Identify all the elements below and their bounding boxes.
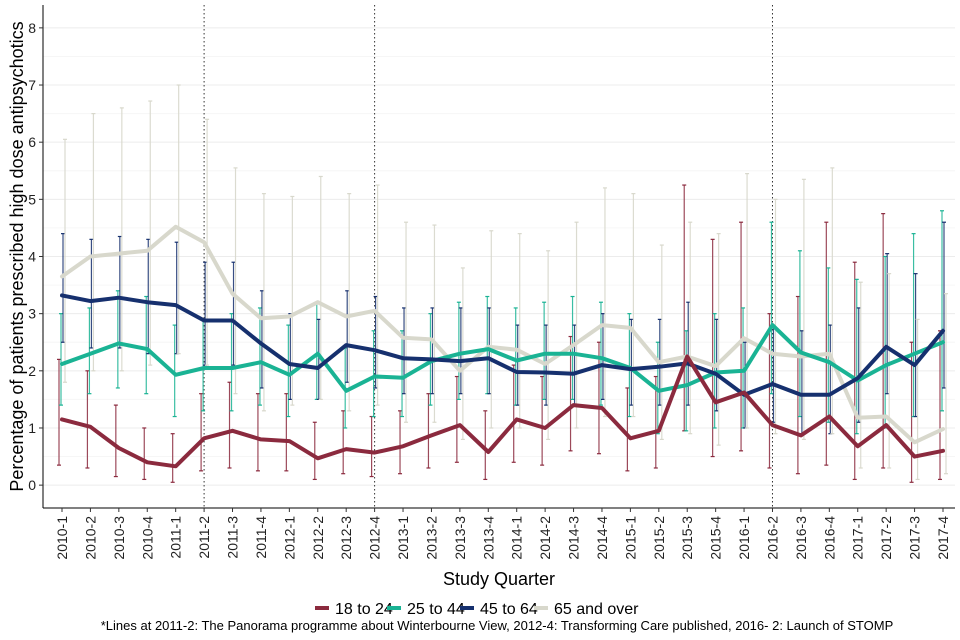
- x-tick-label: 2016-2: [764, 516, 780, 560]
- grid-lines: [43, 27, 955, 486]
- x-tick-label: 2012-1: [281, 516, 297, 560]
- x-tick-label: 2016-1: [736, 516, 752, 560]
- y-tick-label: 7: [28, 77, 36, 93]
- y-tick-label: 6: [28, 134, 36, 150]
- y-tick-label: 8: [28, 20, 36, 36]
- x-tick-label: 2016-3: [793, 516, 809, 560]
- x-tick-label: 2010-4: [139, 516, 155, 560]
- x-tick-label: 2012-2: [310, 516, 326, 560]
- series-line-18-to-24: [60, 354, 945, 469]
- x-tick-label: 2011-3: [225, 516, 241, 559]
- x-tick-label: 2010-3: [111, 516, 127, 560]
- x-tick-label: 2013-2: [423, 516, 439, 560]
- legend-label-45-to-64: 45 to 64: [480, 601, 538, 618]
- x-tick-label: 2014-4: [594, 516, 610, 560]
- x-tick-label: 2014-3: [566, 516, 582, 560]
- y-tick-label: 0: [28, 477, 36, 493]
- series-line-45-to-64: [60, 293, 945, 397]
- x-tick-label: 2012-3: [338, 516, 354, 560]
- y-tick-label: 4: [28, 249, 36, 265]
- x-tick-label: 2017-1: [850, 516, 866, 560]
- y-tick-label: 1: [28, 420, 36, 436]
- x-tick-label: 2014-2: [537, 516, 553, 560]
- x-tick-label: 2015-4: [708, 516, 724, 560]
- x-tick-label: 2013-1: [395, 516, 411, 560]
- x-ticks: 2010-1 2010-2 2010-3 2010-4 2011-1 2011-2 2011…: [54, 508, 951, 560]
- series-lines: [60, 224, 945, 469]
- y-ticks: 0 1 2 3 4 5 6 7 8: [28, 20, 43, 493]
- chart-caption: *Lines at 2011-2: The Panorama programme…: [101, 618, 894, 633]
- y-tick-label: 5: [28, 191, 36, 207]
- x-tick-label: 2013-3: [452, 516, 468, 560]
- x-tick-label: 2013-4: [480, 516, 496, 560]
- y-axis-title: Percentage of patients prescribed high d…: [7, 21, 27, 491]
- legend: 18 to 24 25 to 44 45 to 64 65 and over: [315, 601, 639, 618]
- x-tick-label: 2015-2: [651, 516, 667, 560]
- x-tick-label: 2015-3: [679, 516, 695, 560]
- legend-label-25-to-44: 25 to 44: [407, 601, 465, 618]
- x-tick-label: 2011-4: [253, 516, 269, 559]
- series-line-65-and-over: [60, 224, 945, 445]
- x-tick-label: 2017-4: [935, 516, 951, 560]
- x-tick-label: 2011-2: [196, 516, 212, 559]
- x-tick-label: 2012-4: [367, 516, 383, 560]
- y-tick-label: 2: [28, 363, 36, 379]
- x-tick-label: 2015-1: [622, 516, 638, 560]
- x-tick-label: 2016-4: [821, 516, 837, 560]
- x-axis-title: Study Quarter: [443, 569, 555, 589]
- legend-label-18-to-24: 18 to 24: [335, 601, 393, 618]
- series-line-25-to-44: [60, 323, 945, 393]
- x-tick-label: 2014-1: [509, 516, 525, 560]
- legend-label-65-and-over: 65 and over: [554, 601, 639, 618]
- x-tick-label: 2017-3: [907, 516, 923, 560]
- y-tick-label: 3: [28, 306, 36, 322]
- x-tick-label: 2010-1: [54, 516, 70, 560]
- x-tick-label: 2010-2: [82, 516, 98, 560]
- x-tick-label: 2017-2: [878, 516, 894, 560]
- x-tick-label: 2011-1: [168, 516, 184, 559]
